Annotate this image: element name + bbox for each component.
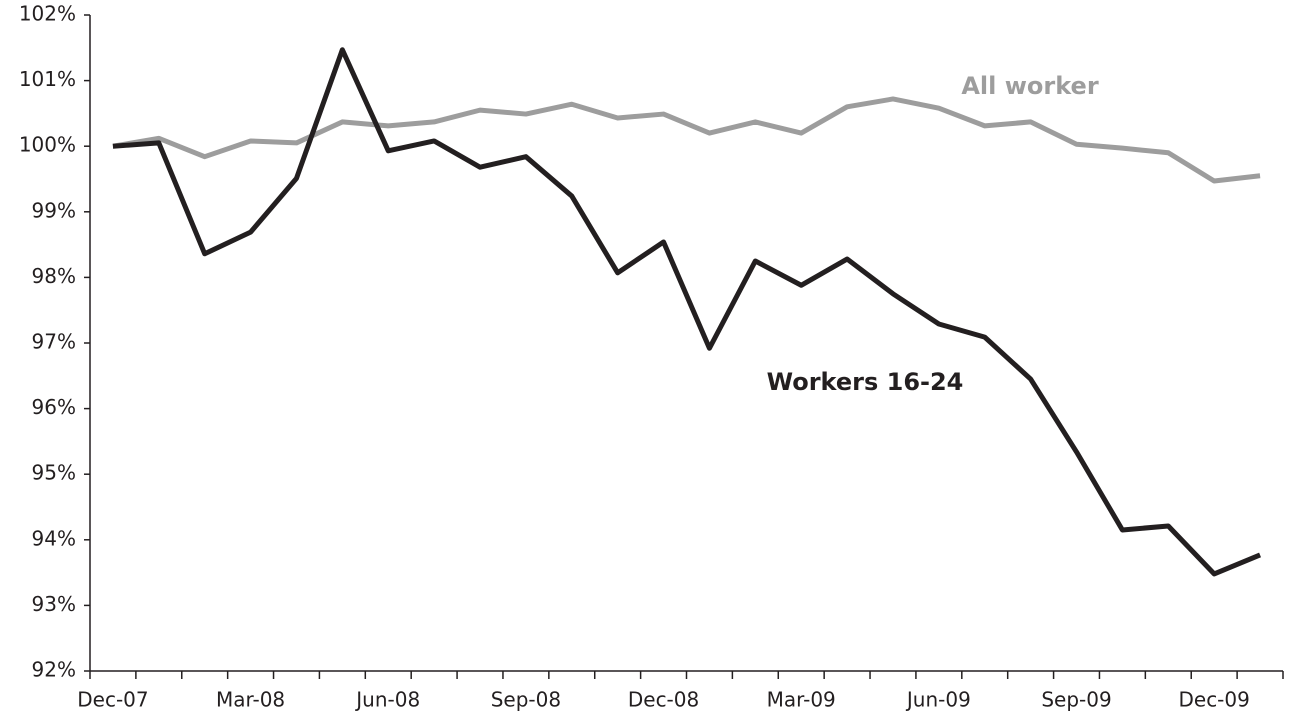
x-tick-label: Dec-09	[1178, 688, 1249, 712]
x-tick-label: Mar-08	[216, 688, 285, 712]
y-tick-label: 94%	[32, 526, 76, 550]
series-label: All worker	[961, 72, 1098, 100]
x-tick-label: Jun-09	[905, 688, 971, 712]
x-tick-label: Mar-09	[767, 688, 836, 712]
y-tick-label: 95%	[32, 461, 76, 485]
x-tick-label: Dec-07	[77, 688, 148, 712]
y-tick-label: 97%	[32, 330, 76, 354]
y-tick-label: 102%	[19, 2, 76, 26]
x-tick-label: Jun-08	[354, 688, 420, 712]
series-label: Workers 16-24	[767, 368, 964, 396]
y-tick-label: 99%	[32, 198, 76, 222]
y-tick-label: 92%	[32, 658, 76, 682]
y-tick-label: 98%	[32, 264, 76, 288]
x-tick-label: Sep-09	[1041, 688, 1111, 712]
x-tick-label: Dec-08	[628, 688, 699, 712]
y-tick-label: 96%	[32, 395, 76, 419]
y-tick-label: 101%	[19, 67, 76, 91]
x-tick-label: Sep-08	[491, 688, 561, 712]
y-tick-label: 93%	[32, 592, 76, 616]
series-line	[112, 47, 1262, 577]
y-tick-label: 100%	[19, 133, 76, 157]
series-line	[112, 96, 1261, 184]
